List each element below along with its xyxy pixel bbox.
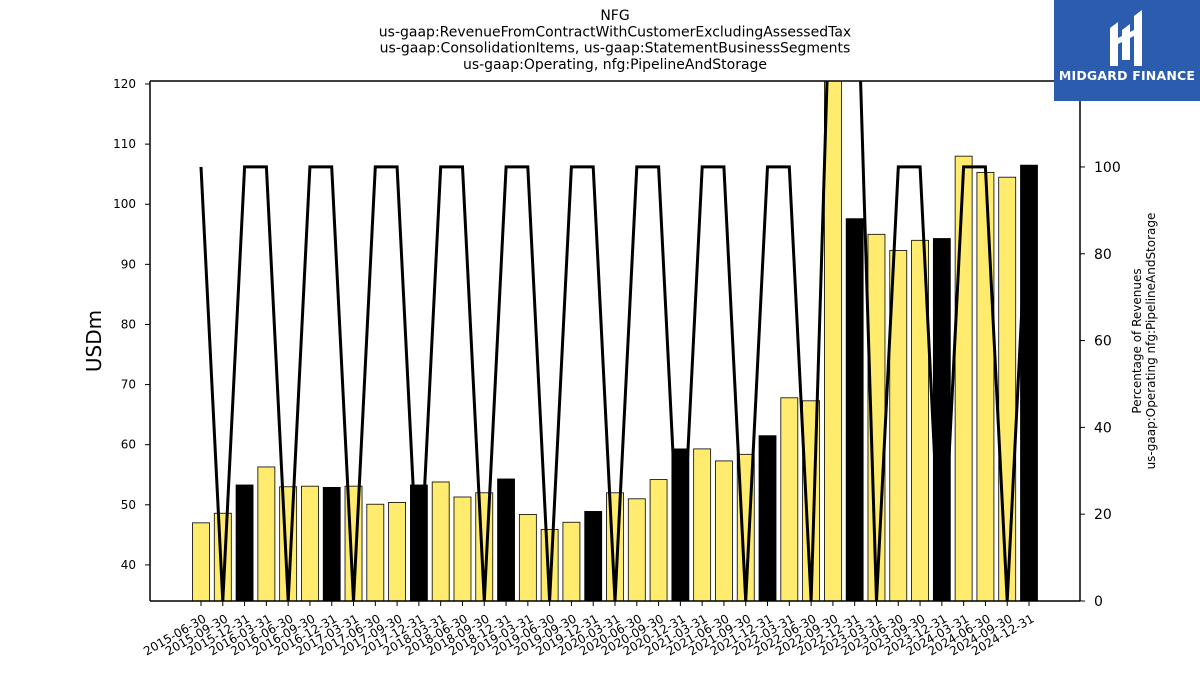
bar <box>823 81 842 601</box>
y-tick-label: 50 <box>121 498 136 512</box>
y-axis-right-label: Percentage of Revenues us-gaap:Operating … <box>1130 213 1158 470</box>
bar <box>257 466 276 601</box>
y-tick-label: 100 <box>113 197 136 211</box>
y-tick-label: 60 <box>121 438 136 452</box>
x-axis-ticks: 2015-06-302015-09-302015-12-312016-03-31… <box>141 601 1037 658</box>
bar <box>845 218 864 601</box>
chart-title-line: us-gaap:ConsolidationItems, us-gaap:Stat… <box>380 41 851 57</box>
logo-text: MIDGARD FINANCE <box>1058 68 1196 83</box>
bar <box>1020 164 1038 601</box>
chart-title-line: us-gaap:Operating, nfg:PipelineAndStorag… <box>463 57 767 73</box>
bar <box>366 503 385 601</box>
bar <box>998 176 1017 601</box>
y2-tick-label: 0 <box>1094 594 1103 610</box>
bar <box>693 448 712 601</box>
bar <box>562 521 581 601</box>
line-series <box>199 81 1031 601</box>
bar <box>715 460 733 601</box>
bar <box>932 238 951 601</box>
bar <box>976 171 995 601</box>
chart-title: NFGus-gaap:RevenueFromContractWithCustom… <box>379 8 851 73</box>
bar <box>388 502 407 601</box>
y2-tick-label: 40 <box>1094 420 1112 436</box>
y-tick-label: 40 <box>121 558 136 572</box>
y-tick-label: 110 <box>113 137 136 151</box>
y2-tick-label: 100 <box>1094 160 1121 176</box>
bar <box>954 155 973 601</box>
y-axis-right-label-line: us-gaap:Operating nfg:PipelineAndStorage <box>1144 213 1158 470</box>
bar <box>497 478 515 601</box>
bar <box>758 435 777 601</box>
bar <box>889 250 908 601</box>
y-axis-label: USDm <box>82 310 106 372</box>
logo-mark-icon <box>1110 10 1142 66</box>
bar <box>780 397 799 601</box>
bar <box>322 486 341 601</box>
y-axis-right-label-line: Percentage of Revenues <box>1130 268 1144 413</box>
bar-series <box>192 81 1038 601</box>
bar <box>584 511 603 601</box>
bar <box>192 522 210 601</box>
y2-tick-label: 60 <box>1094 334 1112 350</box>
bar <box>453 496 472 601</box>
y2-tick-label: 80 <box>1094 247 1112 263</box>
bar <box>301 485 319 601</box>
chart-title-line: NFG <box>600 8 629 24</box>
y-tick-label: 70 <box>121 378 136 392</box>
y-axis-right-ticks: 0 20 40 60 80 100 <box>1080 160 1121 610</box>
bar <box>431 481 450 601</box>
bar <box>627 498 646 601</box>
y-tick-label: 90 <box>121 257 136 271</box>
y-axis-left-ticks: 40 50 60 70 80 90 100 110 120 <box>113 77 150 572</box>
y-tick-label: 120 <box>113 77 136 91</box>
line-path <box>199 81 1031 601</box>
bar <box>518 514 537 601</box>
chart-title-line: us-gaap:RevenueFromContractWithCustomerE… <box>379 24 851 40</box>
bar <box>235 484 254 601</box>
y2-tick-label: 20 <box>1094 507 1112 523</box>
y-tick-label: 80 <box>121 317 136 331</box>
midgard-finance-logo: MIDGARD FINANCE <box>1054 0 1200 101</box>
bar <box>649 479 668 601</box>
